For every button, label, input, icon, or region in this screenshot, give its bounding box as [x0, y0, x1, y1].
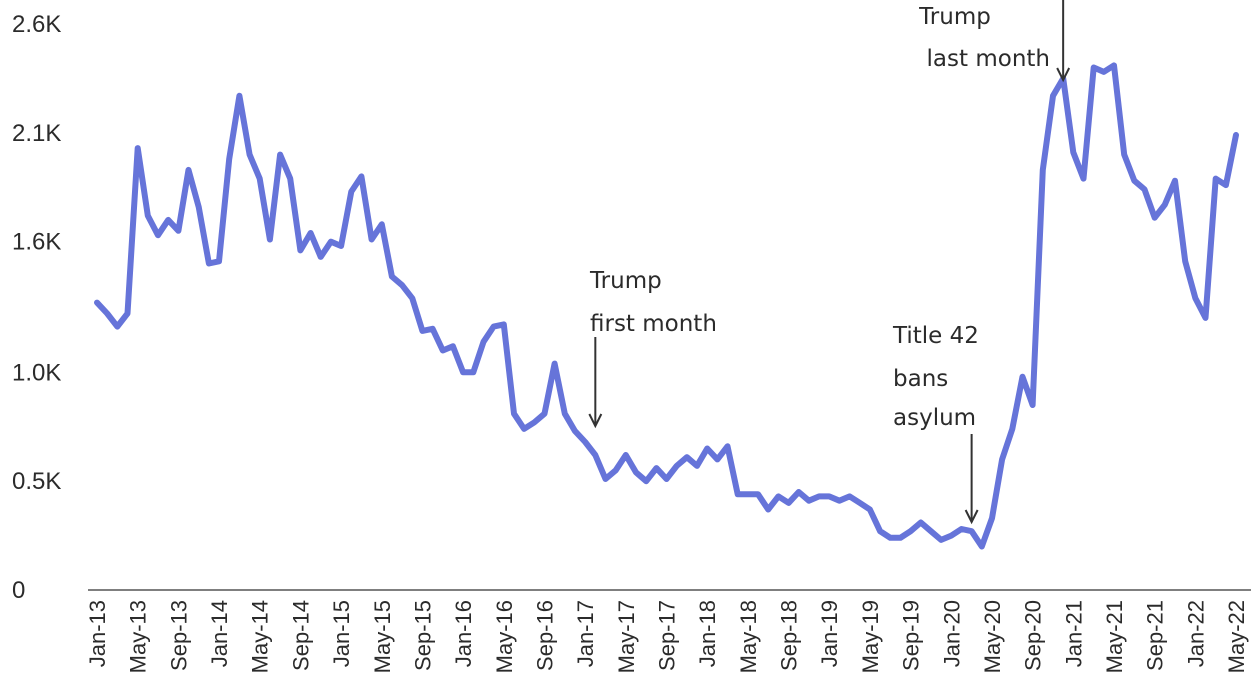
annotation-text: asylum	[893, 405, 976, 431]
x-tick-label: Jan-15	[329, 600, 354, 667]
annotation-text: bans	[893, 366, 948, 392]
x-tick-label: Jan-17	[573, 600, 598, 667]
annotation-text: first month	[590, 311, 717, 337]
x-tick-label: May-19	[858, 600, 883, 673]
x-tick-label: Jan-14	[207, 600, 232, 667]
x-tick-label: May-21	[1102, 600, 1127, 673]
y-tick-label: 2.6K	[12, 11, 61, 38]
x-tick-label: Sep-17	[655, 600, 680, 671]
x-tick-label: Sep-20	[1021, 600, 1046, 671]
x-tick-label: May-13	[126, 600, 151, 673]
x-tick-label: Jan-18	[695, 600, 720, 667]
x-tick-label: May-22	[1224, 600, 1249, 673]
x-tick-label: Jan-22	[1183, 600, 1208, 667]
y-tick-label: 0.5K	[12, 468, 61, 495]
y-tick-label: 0	[12, 577, 25, 604]
x-tick-label: Jan-21	[1061, 600, 1086, 667]
x-tick-label: Jan-19	[817, 600, 842, 667]
x-tick-label: Jan-16	[451, 600, 476, 667]
x-axis: Jan-13 May-13 Sep-13 Jan-14 May-14 Sep-14 Jan-…	[85, 600, 1249, 673]
x-tick-label: May-16	[492, 600, 517, 673]
x-tick-label: May-15	[370, 600, 395, 673]
x-tick-label: Sep-16	[532, 600, 557, 671]
y-axis: 0 0.5K 1.0K 1.6K 2.1K 2.6K	[12, 11, 61, 604]
x-tick-label: Sep-13	[166, 600, 191, 671]
annotation-text: Trump	[918, 4, 991, 30]
x-tick-label: Sep-19	[899, 600, 924, 671]
x-tick-label: May-17	[614, 600, 639, 673]
annotation-arrow-head	[964, 509, 979, 525]
x-tick-label: Jan-20	[939, 600, 964, 667]
annotation-arrow-head	[588, 413, 603, 429]
x-tick-label: Sep-21	[1143, 600, 1168, 671]
x-tick-label: May-14	[248, 600, 273, 673]
x-tick-label: Sep-14	[288, 600, 313, 671]
x-tick-label: May-18	[736, 600, 761, 673]
x-tick-label: Sep-18	[777, 600, 802, 671]
annotation: Title 42 bans asylum	[892, 323, 979, 525]
annotation-text: last month	[927, 46, 1050, 72]
y-tick-label: 2.1K	[12, 120, 61, 147]
x-tick-label: Jan-13	[85, 600, 110, 667]
series-line	[94, 62, 1239, 550]
annotation: Trump first month	[588, 268, 717, 429]
x-tick-label: May-20	[980, 600, 1005, 673]
annotation-text: Trump	[589, 268, 662, 294]
annotation-arrow-head	[1056, 67, 1071, 83]
x-tick-label: Sep-15	[410, 600, 435, 671]
annotations: Trump last month Trump first month Title 42 b…	[588, 0, 1071, 525]
y-tick-label: 1.0K	[12, 359, 61, 386]
y-tick-label: 1.6K	[12, 229, 61, 256]
annotation-text: Title 42	[892, 323, 979, 349]
annotation: Trump last month	[918, 0, 1071, 83]
